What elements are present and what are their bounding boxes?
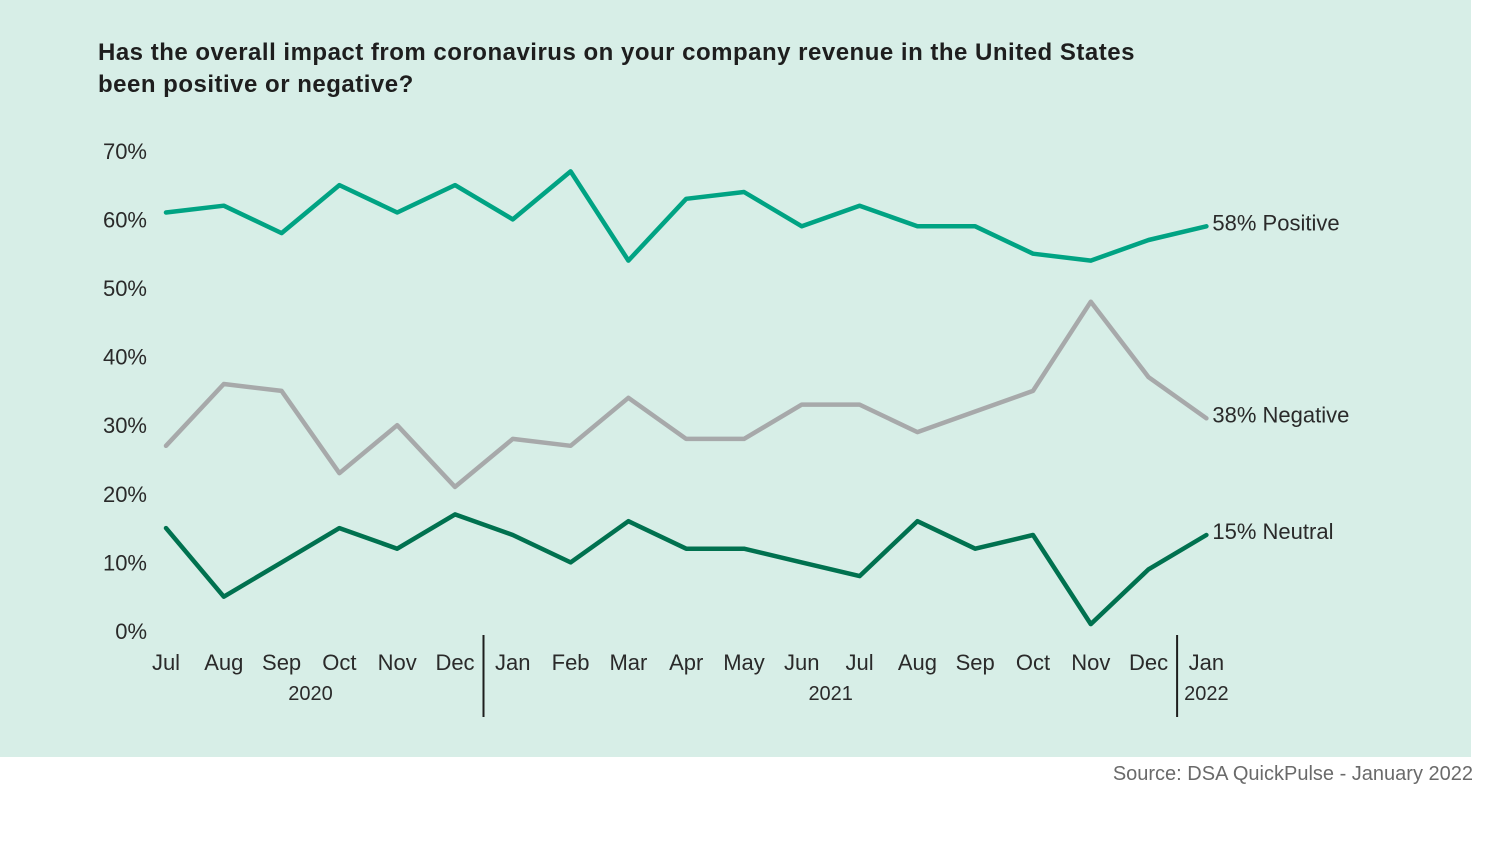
x-tick-label: Mar: [609, 650, 647, 675]
y-tick-label: 70%: [103, 139, 147, 164]
y-tick-label: 60%: [103, 207, 147, 232]
x-tick-label: May: [723, 650, 765, 675]
x-tick-label: Jul: [846, 650, 874, 675]
y-tick-label: 40%: [103, 345, 147, 370]
x-tick-label: Jan: [495, 650, 530, 675]
chart-title-line-1: Has the overall impact from coronavirus …: [98, 39, 1135, 66]
y-tick-label: 50%: [103, 276, 147, 301]
line-chart: 0% 10% 20% 30% 40% 50% 60% 70% Jul Aug Sep Oct Nov D…: [103, 139, 1349, 717]
year-label: 2021: [808, 683, 853, 705]
chart-title-line-2: been positive or negative?: [98, 71, 414, 98]
series-line-negative: [163, 299, 1209, 490]
series-end-label-neutral: 15% Neutral: [1212, 519, 1333, 544]
x-axis: Jul Aug Sep Oct Nov Dec Jan Feb Mar Apr May Jun Jul A…: [152, 635, 1229, 717]
x-tick-label: Nov: [1071, 650, 1110, 675]
x-tick-label: Dec: [435, 650, 474, 675]
series-line-positive: [163, 169, 1209, 263]
x-tick-label: Aug: [204, 650, 243, 675]
y-tick-label: 0%: [115, 619, 147, 644]
source-note: Source: DSA QuickPulse - January 2022: [1112, 763, 1473, 785]
series-end-label-positive: 58% Positive: [1212, 210, 1339, 235]
y-tick-label: 30%: [103, 413, 147, 438]
x-tick-label: Oct: [1016, 650, 1050, 675]
y-tick-label: 20%: [103, 482, 147, 507]
year-label: 2020: [288, 683, 333, 705]
series-line-neutral: [163, 512, 1209, 627]
y-axis: 0% 10% 20% 30% 40% 50% 60% 70%: [103, 139, 147, 644]
x-tick-label: Dec: [1129, 650, 1168, 675]
x-tick-label: Oct: [322, 650, 356, 675]
x-tick-label: Jan: [1189, 650, 1224, 675]
series-end-label-negative: 38% Negative: [1212, 402, 1349, 427]
x-tick-label: Aug: [898, 650, 937, 675]
x-tick-label: Jul: [152, 650, 180, 675]
chart-background: [0, 0, 1471, 757]
chart-title: Has the overall impact from coronavirus …: [98, 37, 1358, 101]
x-tick-label: Jun: [784, 650, 819, 675]
y-tick-label: 10%: [103, 550, 147, 575]
x-tick-label: Feb: [552, 650, 590, 675]
series-group: 58% Positive 38% Negative 15% Neutral: [163, 169, 1349, 627]
x-tick-label: Apr: [669, 650, 703, 675]
x-tick-label: Sep: [262, 650, 301, 675]
year-label: 2022: [1184, 683, 1229, 705]
x-tick-label: Sep: [956, 650, 995, 675]
x-tick-label: Nov: [378, 650, 417, 675]
